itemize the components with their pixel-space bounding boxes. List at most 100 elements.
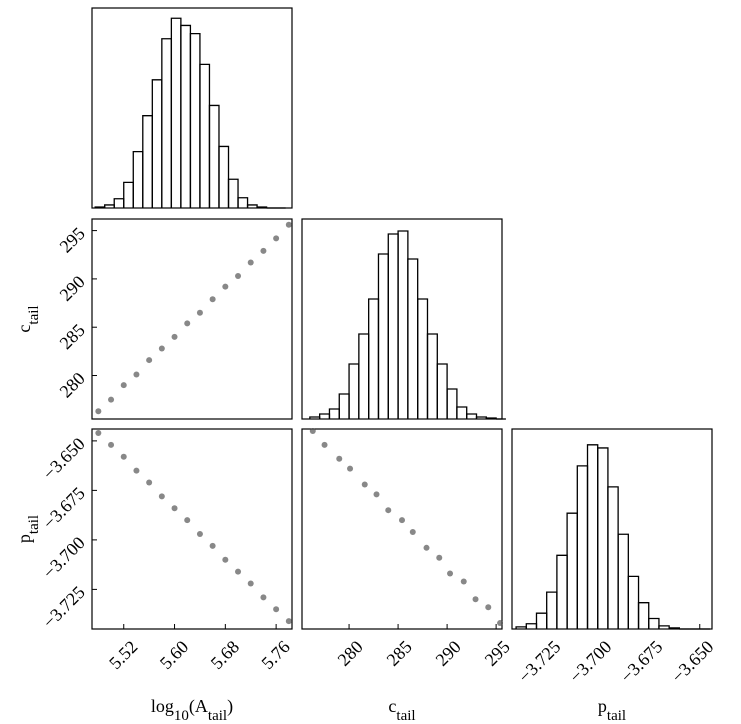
hist-bin (607, 486, 619, 629)
label-part: p (598, 696, 607, 716)
hist-bin (199, 63, 211, 208)
label-part: log (151, 696, 174, 716)
hist-bin (535, 612, 548, 629)
hist-bin (637, 602, 650, 629)
label-part: c (14, 325, 34, 333)
panel-frame (91, 7, 293, 209)
sample-point (133, 467, 140, 474)
x-tick-label: 5.52 (105, 637, 141, 673)
sample-point (373, 491, 380, 498)
sample-point (108, 441, 115, 448)
hist-bin (113, 198, 125, 208)
sample-point (184, 517, 191, 524)
sample-point (260, 594, 267, 601)
sample-point (336, 455, 343, 462)
x-tick-label: 5.68 (207, 637, 243, 673)
sample-point (460, 578, 467, 585)
hist-bin (566, 512, 578, 629)
sample-point (171, 505, 178, 512)
hist-bin (208, 104, 220, 208)
sample-point (485, 604, 492, 611)
hist-bin (142, 115, 153, 208)
sample-point (95, 408, 102, 415)
y-tick-label: 280 (56, 368, 89, 401)
axis-label: log10(Atail) (151, 696, 233, 724)
axis-label: ptail (14, 515, 42, 543)
sample-point (361, 481, 368, 488)
sample-point (235, 568, 242, 575)
panel-frame (91, 428, 293, 630)
hist-bin (189, 32, 201, 208)
label-part: p (14, 534, 34, 543)
hist-bin (648, 617, 660, 629)
y-tick-label: −3.725 (39, 582, 89, 632)
hist-bin (426, 333, 438, 419)
x-tick-label: −3.650 (668, 637, 718, 687)
sample-point (497, 620, 504, 627)
hist-bin (407, 258, 419, 419)
sample-point (108, 396, 115, 403)
y-tick-label: −3.700 (39, 533, 89, 583)
sample-point (285, 618, 292, 625)
axis-label: ptail (598, 696, 626, 724)
sample-point (385, 507, 392, 514)
sample-point (309, 427, 316, 434)
hist-bin (387, 233, 399, 419)
hist-bin (368, 298, 380, 419)
sample-point (409, 528, 416, 535)
sample-point (196, 309, 203, 316)
sample-point (273, 606, 280, 613)
label-part: c (388, 696, 396, 716)
hist-bin (348, 363, 360, 419)
axis-label: ctail (14, 305, 42, 332)
sample-point (447, 570, 454, 577)
hist-bin (161, 38, 173, 208)
hist-bin (576, 465, 589, 629)
x-tick-label: −3.725 (514, 637, 564, 687)
sample-point (209, 296, 216, 303)
label-part: ) (227, 696, 233, 717)
hist-bin (151, 79, 163, 208)
label-part: tail (26, 305, 42, 324)
sample-point (347, 465, 354, 472)
label-part: 10 (174, 708, 189, 724)
sample-point (146, 479, 153, 486)
sample-point (146, 357, 153, 364)
hist-bin (318, 413, 331, 419)
hist-bin (417, 298, 429, 419)
sample-point (222, 283, 229, 290)
hist-bin (328, 408, 340, 419)
panel-frame (91, 218, 293, 420)
hist-bin (227, 178, 239, 208)
sample-point (120, 453, 127, 460)
x-tick-label: 290 (432, 637, 465, 670)
sample-point (436, 554, 443, 561)
sample-point (235, 273, 242, 280)
label-part: (A (189, 696, 208, 717)
sample-point (133, 371, 140, 378)
hist-bin (338, 393, 350, 419)
sample-point (472, 596, 479, 603)
x-tick-label: 285 (383, 637, 416, 670)
y-tick-label: 285 (56, 320, 89, 353)
hist-bin (466, 413, 478, 419)
sample-point (423, 544, 430, 551)
panel-frame (301, 218, 503, 420)
y-tick-label: −3.675 (39, 483, 89, 533)
sample-point (196, 530, 203, 537)
sample-point (158, 345, 165, 352)
hist-bin (436, 363, 448, 419)
hist-bin (446, 388, 458, 419)
sample-point (171, 333, 178, 340)
x-tick-label: −3.675 (617, 637, 667, 687)
hist-bin (132, 150, 144, 208)
x-tick-label: 295 (481, 637, 514, 670)
x-tick-label: 5.76 (257, 637, 293, 673)
hist-bin (237, 197, 249, 208)
label-part: tail (607, 708, 626, 724)
y-tick-label: 295 (56, 223, 89, 256)
sample-point (158, 493, 165, 500)
sample-point (247, 580, 254, 587)
sample-point (95, 429, 102, 436)
